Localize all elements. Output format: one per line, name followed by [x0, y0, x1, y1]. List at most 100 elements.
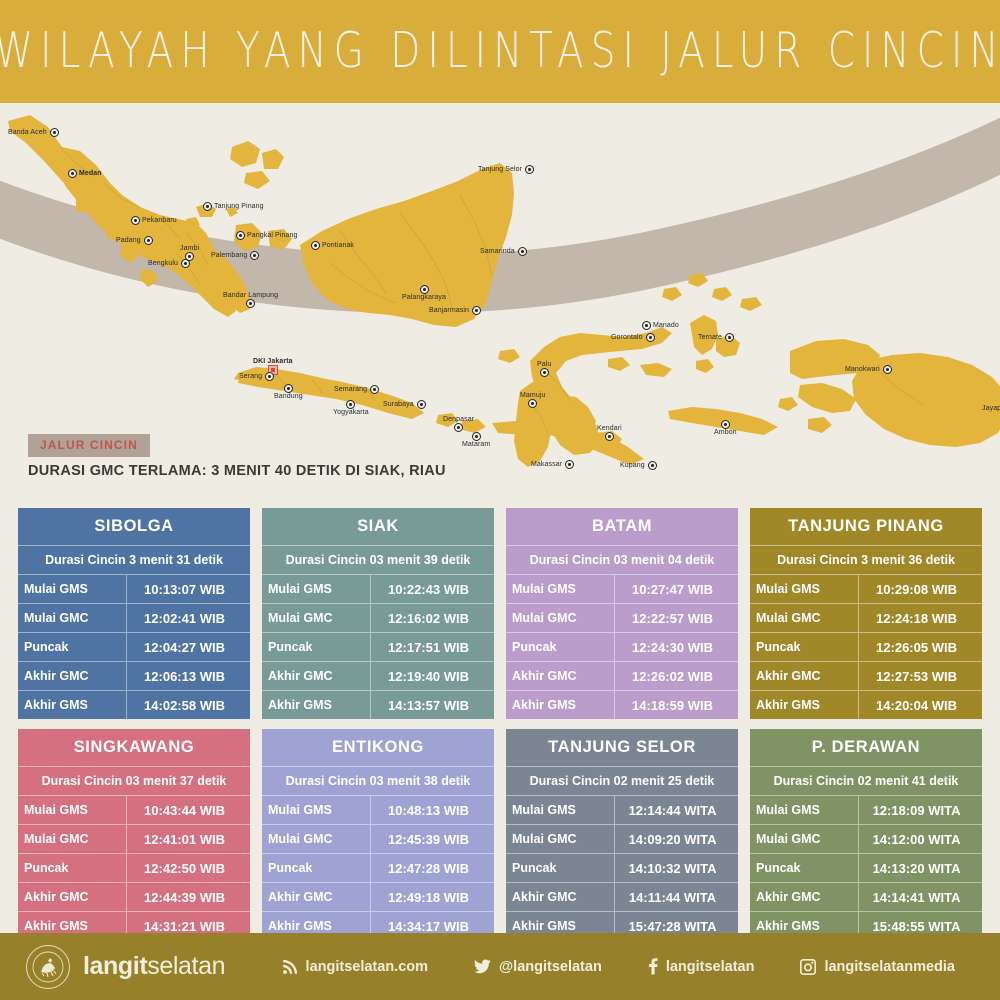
row-label: Akhir GMC [750, 662, 860, 690]
city-manokwari: Manokwari [845, 365, 892, 374]
row-value: 10:29:08 WIB [876, 581, 957, 597]
row-label: Akhir GMS [262, 691, 372, 719]
table-row: Puncak 12:26:05 WIB [750, 633, 982, 662]
city-dot-icon [604, 432, 614, 441]
legend-label: JALUR CINCIN [40, 438, 138, 452]
city-dot-icon [311, 241, 320, 250]
city-label: Palu [537, 361, 552, 368]
city-bandung: Bandung [274, 384, 303, 400]
city-dot-icon [720, 420, 730, 429]
row-label: Akhir GMS [506, 912, 616, 940]
row-value: 14:12:00 WITA [872, 831, 961, 847]
city-dot-icon [346, 400, 356, 409]
footer-link-website[interactable]: langitselatan.com [259, 959, 451, 975]
facebook-icon [648, 958, 658, 975]
footer-link-twitter[interactable]: @langitselatan [451, 959, 625, 975]
table-row: Akhir GMS 14:31:21 WIB [18, 912, 250, 940]
city-dot-icon [416, 400, 426, 409]
city-label: Pekanbaru [142, 217, 177, 224]
table-row: Mulai GMC 12:41:01 WIB [18, 825, 250, 854]
landmasses [8, 115, 1000, 467]
row-value: 10:13:07 WIB [144, 581, 225, 597]
province-borders [59, 146, 925, 434]
card-title: BATAM [506, 508, 738, 546]
row-value: 12:06:13 WIB [144, 668, 225, 684]
city-ternate: Ternate [698, 333, 735, 342]
row-label: Mulai GMS [506, 796, 616, 824]
row-label: Akhir GMS [18, 691, 128, 719]
table-row: Puncak 12:04:27 WIB [18, 633, 250, 662]
row-value: 14:02:58 WIB [144, 697, 225, 713]
row-label: Akhir GMC [506, 883, 616, 911]
row-label: Akhir GMS [18, 912, 128, 940]
row-label: Akhir GMC [18, 883, 128, 911]
table-row: Akhir GMC 12:27:53 WIB [750, 662, 982, 691]
row-label: Puncak [750, 633, 860, 661]
city-bandar-lampung: Bandar Lampung [223, 292, 278, 308]
city-label: Surabaya [383, 401, 414, 408]
city-pangkal-pinang: Pangkal Pinang [236, 231, 297, 240]
row-value: 12:17:51 WIB [388, 639, 469, 655]
page-footer: langitselatan langitselatan.com @langits… [0, 933, 1000, 1000]
row-label: Mulai GMC [506, 604, 616, 632]
city-label: Pangkal Pinang [247, 232, 298, 239]
row-value: 12:45:39 WIB [388, 831, 469, 847]
eclipse-timing-card-grid: SIBOLGA Durasi Cincin 3 menit 31 detik M… [18, 508, 982, 940]
city-ambon: Ambon [714, 420, 737, 436]
card-sibolga: SIBOLGA Durasi Cincin 3 menit 31 detik M… [18, 508, 250, 719]
city-dot-icon [539, 368, 549, 377]
row-value: 14:10:32 WITA [628, 860, 717, 876]
card-batam: BATAM Durasi Cincin 03 menit 04 detik Mu… [506, 508, 738, 719]
brand-name-bold: langit [83, 952, 148, 980]
row-label: Mulai GMS [506, 575, 616, 603]
city-dot-icon [642, 321, 651, 330]
city-label: Gorontalo [611, 334, 643, 341]
city-dot-icon [203, 202, 212, 211]
map-caption: DURASI GMC TERLAMA: 3 MENIT 40 DETIK DI … [28, 463, 446, 479]
row-value: 12:44:39 WIB [144, 889, 225, 905]
footer-link-label: langitselatan [665, 958, 755, 975]
city-label: Padang [116, 237, 141, 244]
table-row: Mulai GMS 10:29:08 WIB [750, 575, 982, 604]
city-label: Semarang [334, 386, 368, 393]
city-dot-icon [370, 385, 380, 394]
city-label: Bandar Lampung [223, 292, 279, 299]
city-yogyakarta: Yogyakarta [333, 400, 369, 416]
footer-link-instagram[interactable]: langitselatanmedia [777, 959, 978, 975]
row-value: 12:14:44 WITA [628, 802, 717, 818]
row-value: 14:20:04 WIB [876, 697, 957, 713]
row-label: Puncak [506, 633, 616, 661]
table-row: Mulai GMC 14:12:00 WITA [750, 825, 982, 854]
row-value: 12:26:05 WIB [876, 639, 957, 655]
city-manado: Manado [642, 321, 679, 330]
city-label: Bandung [274, 393, 303, 400]
row-label: Mulai GMS [18, 575, 128, 603]
card-title: SIAK [262, 508, 494, 546]
city-bengkulu: Bengkulu [148, 259, 190, 268]
city-dot-icon [725, 333, 735, 342]
city-tanjung-pinang: Tanjung Pinang [203, 202, 264, 211]
row-label: Akhir GMS [750, 912, 860, 940]
row-value: 12:49:18 WIB [388, 889, 469, 905]
city-label: Kupang [620, 462, 645, 469]
city-label: Manado [653, 322, 679, 329]
city-label: Denpasar [443, 416, 475, 423]
city-dot-icon [525, 165, 535, 174]
table-row: Puncak 12:42:50 WIB [18, 854, 250, 883]
row-label: Mulai GMS [750, 796, 860, 824]
city-dot-icon [250, 251, 260, 260]
city-kupang: Kupang [620, 461, 657, 470]
brand-wordmark: langitselatan [83, 952, 225, 981]
rss-icon [282, 959, 297, 974]
footer-link-facebook[interactable]: langitselatan [625, 958, 778, 975]
row-label: Mulai GMC [750, 825, 860, 853]
instagram-icon [800, 958, 817, 975]
card-duration: Durasi Cincin 3 menit 36 detik [750, 546, 982, 575]
city-pekanbaru: Pekanbaru [131, 216, 177, 225]
legend-jalur-cincin: JALUR CINCIN [28, 434, 150, 457]
page-header: WILAYAH YANG DILINTASI JALUR CINCIN [0, 0, 1000, 103]
table-row: Mulai GMC 12:45:39 WIB [262, 825, 494, 854]
row-label: Mulai GMS [262, 796, 372, 824]
brand-logo: langitselatan [26, 944, 225, 989]
badge-horse-rider-icon [32, 951, 64, 982]
